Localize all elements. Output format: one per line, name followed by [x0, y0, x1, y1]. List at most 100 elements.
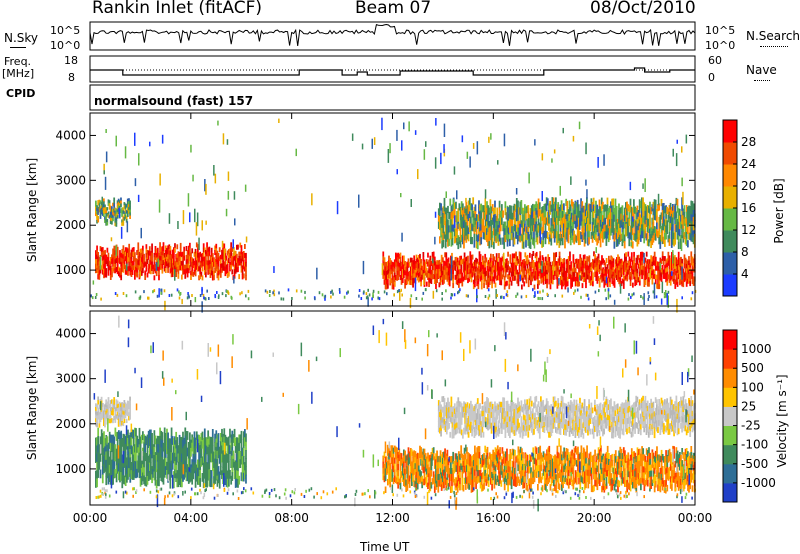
band-cell: [631, 221, 634, 229]
band-cell: [650, 207, 652, 215]
band-cell: [391, 445, 394, 452]
band-cell: [130, 437, 133, 446]
band-cell: [403, 449, 405, 456]
scatter-cell: [642, 183, 644, 189]
band-cell: [644, 224, 647, 232]
band-cell: [451, 211, 454, 219]
ground-cell: [400, 288, 402, 292]
band-cell: [104, 446, 106, 456]
band-cell: [493, 274, 496, 280]
band-cell: [563, 275, 566, 281]
band-cell: [224, 262, 227, 268]
band-cell: [153, 463, 156, 473]
band-cell: [595, 234, 597, 242]
band-cell: [631, 227, 634, 236]
band-cell: [551, 274, 554, 280]
band-cell: [626, 201, 628, 209]
band-cell: [640, 260, 642, 266]
band-cell: [651, 237, 654, 246]
band-cell: [164, 259, 167, 264]
band-cell: [599, 226, 602, 234]
band-cell: [475, 257, 477, 263]
band-cell: [171, 460, 174, 470]
band-cell: [464, 275, 467, 281]
band-cell: [104, 411, 106, 417]
band-cell: [115, 432, 118, 441]
band-cell: [104, 216, 106, 220]
band-cell: [563, 203, 565, 211]
band-cell: [635, 207, 638, 215]
band-cell: [668, 255, 671, 261]
band-cell: [635, 257, 638, 263]
band-cell: [569, 211, 572, 219]
band-cell: [96, 470, 98, 479]
band-cell: [660, 268, 663, 273]
band-cell: [633, 205, 635, 214]
band-cell: [112, 400, 114, 405]
band-cell: [130, 263, 133, 268]
band-cell: [601, 273, 603, 279]
band-cell: [389, 468, 392, 476]
band-cell: [670, 240, 673, 248]
band-cell: [383, 279, 386, 285]
band-cell: [176, 445, 179, 455]
band-cell: [438, 273, 441, 279]
ground-cell: [607, 288, 610, 292]
band-cell: [169, 246, 172, 251]
band-cell: [536, 210, 539, 218]
band-cell: [557, 202, 560, 210]
band-cell: [136, 468, 139, 478]
band-cell: [460, 278, 463, 284]
band-cell: [607, 234, 610, 243]
band-cell: [676, 264, 679, 269]
freq-unit: [MHz]: [2, 67, 35, 80]
band-cell: [609, 268, 611, 274]
band-cell: [390, 264, 393, 270]
band-cell: [121, 417, 123, 422]
band-cell: [198, 275, 200, 281]
band-cell: [626, 267, 629, 273]
band-cell: [403, 259, 405, 265]
band-cell: [428, 268, 430, 274]
band-cell: [147, 250, 150, 256]
band-cell: [612, 232, 615, 240]
band-cell: [107, 442, 110, 452]
band-cell: [104, 210, 106, 214]
band-cell: [470, 268, 473, 274]
band-cell: [590, 271, 593, 277]
band-cell: [155, 438, 158, 448]
band-cell: [649, 235, 651, 243]
ground-cell: [245, 294, 247, 298]
band-cell: [391, 463, 394, 470]
band-cell: [223, 265, 226, 271]
band-cell: [475, 227, 478, 235]
band-cell: [575, 235, 578, 243]
band-cell: [443, 204, 446, 212]
band-cell: [115, 414, 118, 419]
ground-cell: [116, 293, 119, 297]
band-cell: [597, 209, 600, 217]
band-cell: [238, 256, 241, 262]
band-cell: [405, 485, 408, 492]
band-cell: [692, 258, 695, 264]
band-cell: [495, 235, 498, 244]
band-cell: [195, 431, 198, 441]
band-cell: [548, 266, 551, 271]
band-cell: [542, 279, 545, 285]
band-cell: [139, 461, 142, 471]
band-cell: [534, 204, 537, 212]
band-cell: [122, 406, 125, 412]
band-cell: [504, 258, 507, 264]
band-cell: [138, 265, 141, 271]
band-cell: [546, 274, 548, 280]
band-cell: [388, 471, 390, 478]
band-cell: [569, 269, 571, 275]
band-cell: [593, 260, 595, 266]
band-cell: [169, 255, 172, 260]
scatter-cell: [453, 215, 456, 229]
band-cell: [406, 270, 409, 276]
band-cell: [200, 271, 203, 277]
band-cell: [107, 266, 110, 272]
scatter-cell: [551, 158, 553, 163]
